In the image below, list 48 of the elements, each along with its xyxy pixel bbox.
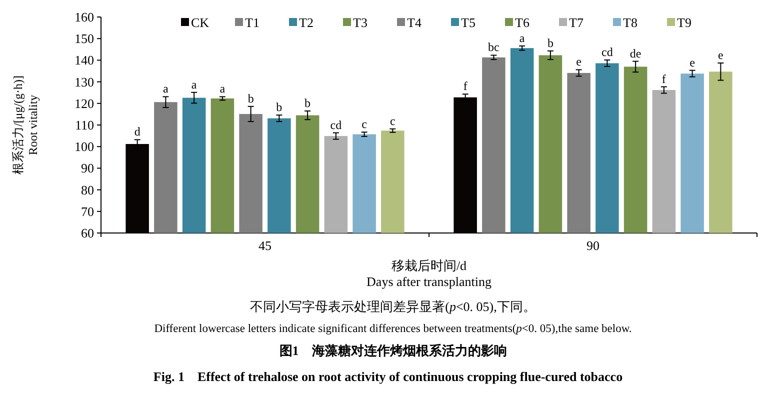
data-label: a <box>220 82 226 96</box>
data-label: b <box>276 100 282 114</box>
data-label: b <box>248 91 254 106</box>
data-label: d <box>134 124 140 139</box>
data-label: b <box>304 96 311 110</box>
data-label: e <box>576 54 582 69</box>
x-axis-title: 移栽后时间/d Days after transplanting <box>366 258 492 289</box>
data-label: cd <box>330 118 342 132</box>
data-label: de <box>630 46 642 60</box>
data-label: e <box>718 48 724 62</box>
x-tick-label: 45 <box>258 238 272 253</box>
data-label: bc <box>488 40 500 54</box>
data-label: c <box>390 114 396 128</box>
legend-label: T5 <box>461 15 476 30</box>
data-label: f <box>662 72 666 86</box>
text: Fig. 1 Effect of trehalose on root activity of continuous cropping flue-cured tobacco <box>153 369 623 384</box>
legend-label: T1 <box>245 15 260 30</box>
legend-label: T6 <box>515 15 530 30</box>
y-tick-label: 120 <box>74 96 94 111</box>
legend-label: T3 <box>353 15 368 30</box>
legend-label: CK <box>191 15 210 30</box>
legend-label: T8 <box>623 15 638 30</box>
y-tick-label: 130 <box>74 74 94 90</box>
text: Different lowercase letters indicate significant differences between treatments(p<0. 05),the same below. <box>154 323 632 335</box>
data-label: a <box>191 77 198 92</box>
y-tick-label: 80 <box>81 182 94 198</box>
y-tick-label: 70 <box>81 204 94 219</box>
y-axis-title: 根系活力/[μg/(g·h)] Root vitality <box>11 75 40 175</box>
legend-label: T9 <box>677 15 692 30</box>
legend-label: T4 <box>407 15 422 30</box>
data-label: f <box>463 79 468 94</box>
data-label: a <box>519 30 526 45</box>
y-tick-label: 100 <box>74 139 94 154</box>
y-tick-label: 110 <box>74 118 94 132</box>
y-tick-label: 140 <box>74 52 94 68</box>
data-label: a <box>163 82 170 96</box>
legend-label: T7 <box>569 15 584 30</box>
y-tick-label: 150 <box>74 31 94 46</box>
data-label: b <box>547 36 554 50</box>
y-tick-label: 60 <box>81 226 94 240</box>
text: 图1 海藻糖对连作烤烟根系活力的影响 <box>279 343 507 358</box>
data-label: cd <box>602 44 613 59</box>
y-tick-label: 160 <box>74 10 94 24</box>
data-label: e <box>690 55 695 70</box>
y-tick-label: 90 <box>81 160 94 176</box>
text: 不同小写字母表示处理间差异显著(p<0. 05),下同。 <box>250 299 536 314</box>
legend-label: T2 <box>299 15 314 30</box>
data-label: c <box>362 117 367 132</box>
